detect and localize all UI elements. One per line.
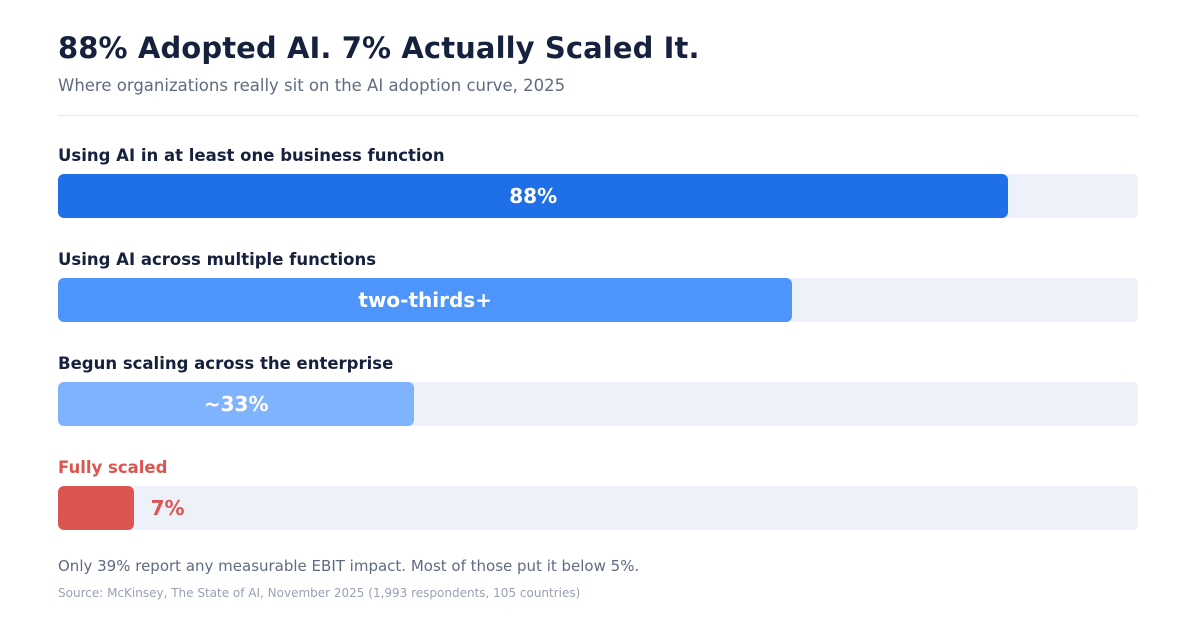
bar — [58, 382, 415, 426]
chart-title: 88% Adopted AI. 7% Actually Scaled It. — [58, 31, 700, 65]
chart-subtitle: Where organizations really sit on the AI… — [58, 76, 566, 95]
chart-source: Source: McKinsey, The State of AI, Novem… — [58, 586, 581, 600]
bar-value-label: two-thirds+ — [358, 288, 492, 312]
chart-note: Only 39% report any measurable EBIT impa… — [58, 557, 640, 575]
header-divider — [58, 115, 1138, 116]
bar-value-label: ~33% — [203, 392, 269, 416]
bar-track: two-thirds+ — [58, 278, 1138, 322]
bar-track: ~33% — [58, 382, 1138, 426]
bar-value-label: 88% — [509, 184, 558, 208]
bar — [58, 174, 1009, 218]
bar-category-label: Using AI across multiple functions — [58, 250, 377, 269]
bar-track: 7% — [58, 486, 1138, 530]
bar-track: 88% — [58, 174, 1138, 218]
bar — [58, 278, 793, 322]
bar-category-label: Using AI in at least one business functi… — [58, 146, 445, 165]
bar-category-label: Begun scaling across the enterprise — [58, 354, 394, 373]
bar — [58, 486, 134, 530]
bar-category-label: Fully scaled — [58, 458, 168, 477]
bar-value-label: 7% — [150, 496, 185, 520]
